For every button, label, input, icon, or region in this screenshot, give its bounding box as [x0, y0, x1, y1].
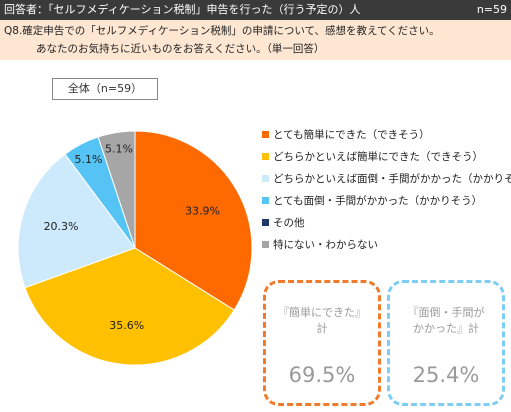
legend-label: とても簡単にできた（できそう） [273, 129, 430, 141]
slice-none [97, 130, 136, 249]
legend-item-very-easy: とても簡単にできた（できそう） [262, 126, 511, 148]
slice-somewhat-easy-label: 35.6% [109, 319, 144, 332]
legend-swatch [262, 130, 269, 138]
legend-label: とても面倒・手間がかかった（かかりそう） [273, 195, 483, 207]
respondent-header: 回答者：「セルフメディケーション税制」申告を行った（行う予定の）人 n=59 [0, 0, 511, 20]
legend-swatch [262, 240, 269, 248]
chart-title: 全体（n=59） [52, 78, 158, 100]
legend-item-other: その他 [262, 214, 511, 236]
legend-item-very-troublesome: とても面倒・手間がかかった（かかりそう） [262, 192, 511, 214]
legend-label: どちらかといえば面倒・手間がかかった（かかりそう） [273, 173, 511, 185]
slice-very-troublesome-label: 5.1% [74, 153, 102, 166]
legend-swatch [262, 174, 269, 182]
summary-troublesome-label-line-2: かかった』計 [413, 322, 479, 335]
slice-somewhat-troublesome-label: 20.3% [44, 220, 79, 233]
respondent-text: 回答者：「セルフメディケーション税制」申告を行った（行う予定の）人 [4, 3, 361, 16]
question-band: Q8.確定申告での「セルフメディケーション税制」の申請について、感想を教えてくだ… [0, 20, 511, 60]
slice-somewhat-troublesome [17, 153, 136, 289]
summary-easy-label-line-2: 計 [316, 322, 328, 335]
legend: とても簡単にできた（できそう） どちらかといえば簡単にできた（できそう） どちら… [262, 126, 511, 258]
sample-size: n=59 [476, 3, 507, 16]
summary-troublesome-label: 『面倒・手間が かかった』計 [390, 305, 502, 341]
summary-troublesome-box: 『面倒・手間が かかった』計 25.4% [387, 280, 505, 406]
legend-swatch [262, 196, 269, 204]
summary-easy-box: 『簡単にできた』 計 69.5% [263, 280, 381, 406]
legend-swatch [262, 218, 269, 226]
summary-troublesome-label-line-1: 『面倒・手間が [407, 306, 485, 319]
question-line-1: Q8.確定申告での「セルフメディケーション税制」の申請について、感想を教えてくだ… [4, 25, 440, 37]
legend-label: 特にない・わからない [273, 239, 378, 251]
slice-somewhat-easy [24, 247, 235, 366]
legend-label: どちらかといえば簡単にできた（できそう） [273, 151, 483, 163]
question-line-2: あなたのお気持ちに近いものをお答えください。（単一回答） [36, 43, 325, 55]
summary-easy-value: 69.5% [288, 363, 356, 387]
slice-none-label: 5.1% [105, 143, 133, 156]
legend-item-somewhat-troublesome: どちらかといえば面倒・手間がかかった（かかりそう） [262, 170, 511, 192]
slice-very-easy [134, 130, 253, 311]
summary-easy-label-line-1: 『簡単にできた』 [278, 306, 366, 319]
pie-chart: 33.9% 35.6% 20.3% 5.1%5.1% [17, 130, 253, 366]
legend-item-somewhat-easy: どちらかといえば簡単にできた（できそう） [262, 148, 511, 170]
slice-very-easy-label: 33.9% [185, 205, 220, 218]
legend-swatch [262, 152, 269, 160]
summary-easy-label: 『簡単にできた』 計 [266, 305, 378, 341]
legend-label: その他 [273, 217, 305, 229]
summary-troublesome-value: 25.4% [412, 363, 480, 387]
legend-item-none: 特にない・わからない [262, 236, 511, 258]
